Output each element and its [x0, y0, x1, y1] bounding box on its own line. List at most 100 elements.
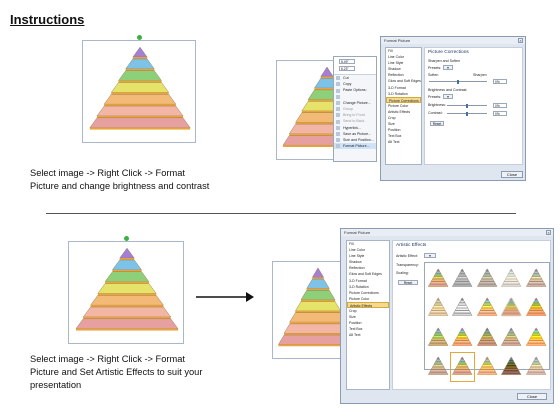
artistic-effect-dropdown[interactable]: ▾ [424, 253, 436, 258]
pyramid-tier [119, 247, 135, 259]
close-button[interactable]: Close [501, 171, 523, 178]
pyramid-tier-edge [295, 122, 359, 125]
pyramid-tier [508, 330, 515, 333]
effect-thumbnail[interactable] [450, 352, 475, 382]
effect-thumbnail[interactable] [525, 353, 547, 380]
effect-thumbnail[interactable] [476, 353, 498, 380]
nav-item[interactable]: Line Color [349, 248, 365, 253]
pyramid-image-1[interactable] [82, 35, 196, 143]
brightness-slider[interactable] [447, 103, 487, 108]
effect-thumbnail[interactable] [500, 324, 522, 351]
nav-item[interactable]: Shadow [349, 260, 362, 265]
height-field[interactable]: 5.49" [339, 59, 355, 64]
context-menu-item[interactable]: Hyperlink... [334, 125, 376, 131]
pyramid-tier [300, 290, 336, 300]
context-menu-item[interactable]: Save as Picture... [334, 131, 376, 137]
effect-thumbnail[interactable] [525, 265, 547, 292]
context-menu-item[interactable]: Group [334, 106, 376, 112]
pyramid-graphic [452, 327, 473, 346]
pyramid-tier [502, 369, 521, 373]
nav-item[interactable]: Reflection [388, 73, 404, 78]
brightness-value[interactable]: 0% [493, 103, 507, 108]
pyramid-tier [427, 313, 449, 316]
close-icon[interactable]: × [546, 230, 551, 235]
effect-thumbnail[interactable] [427, 265, 449, 292]
effect-thumbnail[interactable] [427, 353, 449, 380]
nav-item[interactable]: 3-D Rotation [349, 284, 369, 289]
context-menu-item[interactable]: Cut [334, 75, 376, 81]
effect-thumbnail[interactable] [476, 324, 498, 351]
effect-thumbnail[interactable] [451, 324, 473, 351]
sharpen-slider[interactable] [429, 79, 487, 84]
effect-thumbnail[interactable] [525, 324, 547, 351]
nav-item[interactable]: Shadow [388, 67, 401, 72]
effect-thumbnail[interactable] [451, 265, 473, 292]
width-field[interactable]: 6.23" [339, 66, 355, 71]
nav-item[interactable]: Picture Corrections [386, 96, 421, 103]
pyramid-tier [432, 276, 445, 279]
context-menu-item[interactable] [334, 94, 376, 100]
nav-item[interactable]: Line Style [349, 254, 365, 259]
pyramid-tier [476, 313, 498, 316]
nav-item[interactable]: Crop [388, 116, 396, 121]
reset-button[interactable]: Reset [398, 280, 418, 285]
pyramid-image-3[interactable] [68, 236, 184, 344]
nav-item[interactable]: Text Box [388, 134, 402, 139]
nav-item[interactable]: 3-D Rotation [388, 91, 408, 96]
effect-thumbnail[interactable] [427, 294, 449, 321]
close-icon[interactable]: × [518, 38, 523, 43]
effect-thumbnail[interactable] [500, 265, 522, 292]
context-menu-item[interactable]: Format Picture... [334, 143, 376, 150]
reset-button[interactable]: Reset [430, 121, 444, 126]
effect-thumbnail[interactable] [476, 294, 498, 321]
nav-item[interactable]: Picture Color [388, 103, 409, 108]
contrast-slider[interactable] [447, 111, 487, 116]
effect-thumbnail[interactable] [525, 294, 547, 321]
nav-item[interactable]: Picture Color [349, 296, 370, 301]
presets-dropdown[interactable]: ▾ [443, 65, 453, 70]
contrast-value[interactable]: 0% [493, 111, 507, 116]
context-menu-item[interactable]: Paste Options: [334, 87, 376, 93]
sharpen-value[interactable]: 0% [493, 79, 507, 84]
nav-item[interactable]: Crop [349, 309, 357, 314]
nav-item[interactable]: Picture Corrections [349, 290, 379, 295]
nav-item[interactable]: Line Style [388, 61, 404, 66]
presets-dropdown-2[interactable]: ▾ [443, 94, 453, 99]
pyramid-tier [456, 335, 469, 338]
nav-item[interactable]: Artistic Effects [347, 301, 389, 309]
effect-thumbnail[interactable] [451, 294, 473, 321]
nav-item[interactable]: Alt Text [388, 140, 400, 145]
effect-thumbnail[interactable] [500, 353, 522, 380]
nav-item[interactable]: Position [349, 321, 362, 326]
nav-item[interactable]: 3-D Format [349, 278, 367, 283]
nav-item[interactable]: Fill [388, 49, 393, 53]
effect-thumbnail[interactable] [476, 265, 498, 292]
nav-item[interactable]: Artistic Effects [388, 109, 411, 114]
context-menu-item[interactable]: Send to Back [334, 118, 376, 124]
nav-item[interactable]: Text Box [349, 327, 363, 332]
effect-thumbnail[interactable] [427, 324, 449, 351]
context-menu-item[interactable]: Bring to Front [334, 112, 376, 118]
pyramid-tier-edge [278, 344, 358, 347]
pyramid-graphic [427, 297, 449, 317]
close-button[interactable]: Close [517, 393, 547, 400]
nav-item[interactable]: Size [349, 315, 356, 320]
nav-item[interactable]: Position [388, 128, 401, 133]
nav-item[interactable]: Glow and Soft Edges [349, 272, 382, 277]
pyramid-tier [427, 342, 449, 346]
rotate-handle[interactable] [124, 236, 129, 241]
nav-item[interactable]: 3-D Format [388, 85, 406, 90]
context-menu-item[interactable]: Copy [334, 81, 376, 87]
rotate-handle[interactable] [137, 35, 142, 40]
nav-item[interactable]: Line Color [388, 55, 404, 60]
context-menu-item[interactable]: Change Picture... [334, 100, 376, 106]
nav-item[interactable]: Glow and Soft Edges [388, 79, 421, 84]
pyramid-tier [480, 276, 493, 279]
nav-item[interactable]: Alt Text [349, 333, 361, 338]
pyramid-tier [457, 273, 468, 277]
nav-item[interactable]: Size [388, 122, 395, 127]
nav-item[interactable]: Fill [349, 242, 354, 246]
effect-thumbnail[interactable] [500, 294, 522, 321]
nav-item[interactable]: Reflection [349, 266, 365, 271]
context-menu-item[interactable]: Size and Position... [334, 137, 376, 143]
